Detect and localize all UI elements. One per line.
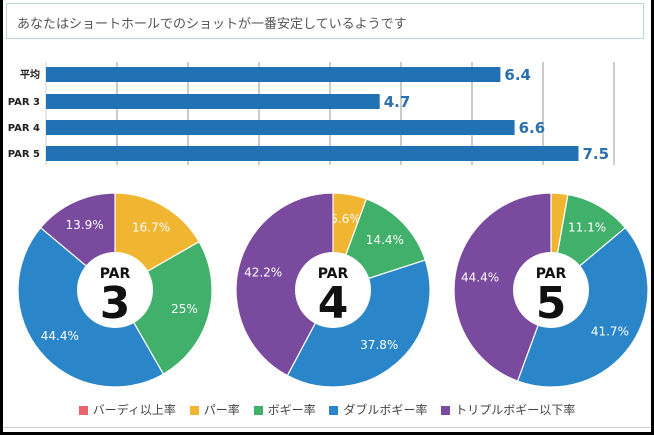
pie-slice-label: 13.9%	[65, 218, 103, 232]
pie-slice-label: 14.4%	[366, 233, 404, 247]
legend-swatch	[78, 406, 88, 415]
pie-slice-label: 16.7%	[132, 221, 170, 235]
donut-hole	[513, 252, 589, 328]
pie-slice-label: 42.2%	[244, 266, 282, 280]
bar-category-label: PAR 5	[8, 149, 40, 160]
legend-item-triple-bogey[interactable]: トリプルボギー以下率	[441, 401, 575, 418]
donut-hole	[77, 252, 153, 328]
donut-center-number: 5	[536, 278, 567, 329]
donut-center-par-label: PAR	[536, 266, 567, 282]
bar-value-label: 6.4	[504, 66, 531, 84]
legend-item-bogey[interactable]: ボギー率	[253, 401, 316, 418]
donut-center-par-label: PAR	[100, 266, 131, 282]
bar	[46, 120, 515, 135]
pie-slice	[286, 259, 431, 388]
bar	[46, 94, 380, 109]
donut-center-par-label: PAR	[318, 266, 349, 282]
pie-slice-label: 11.1%	[568, 221, 606, 235]
donut-hole	[295, 252, 371, 328]
legend-swatch	[253, 406, 263, 415]
legend-label: パー率	[203, 403, 240, 417]
pie-slice-label: 44.4%	[461, 270, 499, 284]
pie-slice	[114, 240, 213, 375]
pie-slice	[453, 192, 552, 382]
legend-label: トリプルボギー以下率	[455, 403, 576, 417]
pie-slice	[235, 192, 334, 377]
donut-center-number: 3	[100, 278, 131, 329]
bar	[46, 67, 501, 82]
bar-category-label: PAR 4	[8, 123, 40, 134]
pie-slice-label: 44.4%	[41, 329, 79, 343]
legend-label: ボギー率	[267, 403, 316, 417]
legend: バーディ以上率 パー率 ボギー率 ダブルボギー率 トリプルボギー以下率	[3, 401, 651, 418]
legend-item-birdie[interactable]: バーディ以上率	[78, 401, 176, 418]
bar-value-label: 7.5	[583, 145, 610, 163]
divider	[3, 427, 651, 428]
legend-swatch	[329, 406, 339, 415]
pie-slice-label: 25%	[171, 302, 198, 316]
message-box: あなたはショートホールでのショットが一番安定しているようです	[6, 3, 644, 39]
bar	[46, 146, 579, 161]
donut-center-number: 4	[318, 278, 349, 329]
chart-panel: あなたはショートホールでのショットが一番安定しているようです 平均 6.4 PAR …	[3, 0, 651, 432]
legend-label: ダブルボギー率	[343, 403, 428, 417]
legend-label: バーディ以上率	[92, 403, 176, 417]
legend-swatch	[189, 406, 199, 415]
chart-canvas: 平均 6.4 PAR 3 4.7 PAR 4 6.6 PAR 5 7.5 16.7% 25% 44.…	[8, 62, 649, 388]
bar-category-label: PAR 3	[8, 97, 40, 108]
legend-item-par[interactable]: パー率	[189, 401, 240, 418]
bar-value-label: 6.6	[519, 119, 546, 137]
bar-value-label: 4.7	[384, 93, 411, 111]
pie-slice-label: 5.6%	[330, 212, 361, 226]
pie-slice-label: 41.7%	[591, 324, 629, 338]
pie-slice-label: 37.8%	[360, 338, 398, 352]
legend-swatch	[441, 406, 451, 415]
legend-item-double-bogey[interactable]: ダブルボギー率	[329, 401, 427, 418]
message-text: あなたはショートホールでのショットが一番安定しているようです	[17, 17, 407, 32]
bar-category-label: 平均	[20, 68, 40, 81]
